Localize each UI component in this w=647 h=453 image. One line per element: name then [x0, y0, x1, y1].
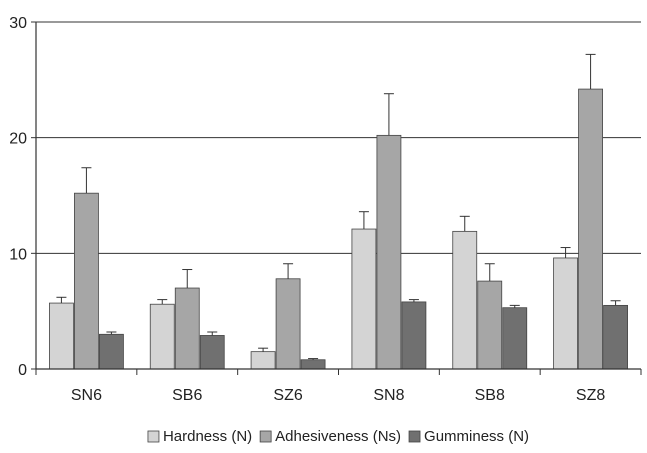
bar-sb8-2 [502, 307, 528, 370]
x-tick-label: SZ6 [273, 387, 302, 404]
legend-label: Hardness (N) [163, 428, 252, 445]
bar-sb8-0 [452, 230, 478, 370]
legend-swatch [259, 430, 272, 443]
y-tick-label: 10 [9, 246, 27, 263]
bar-sn6-1 [74, 192, 99, 370]
y-tick-label: 30 [9, 15, 27, 32]
bar-sb6-1 [174, 287, 200, 370]
x-tick-label: SN8 [373, 387, 404, 404]
bar-sn8-2 [401, 301, 427, 370]
bar-sn6-2 [99, 333, 124, 370]
bar-sb6-2 [199, 335, 225, 370]
x-tick-label: SB8 [475, 387, 505, 404]
legend-label: Gumminess (N) [424, 428, 529, 445]
bar-sb6-0 [149, 303, 175, 370]
error-bars [56, 53, 621, 360]
legend-label: Adhesiveness (Ns) [275, 428, 401, 445]
x-tick-label: SB6 [172, 387, 202, 404]
bar-sn8-1 [376, 134, 402, 370]
bar-sz6-1 [275, 278, 301, 370]
tick-labels: 0 10 20 30 SN6 SB6 SZ6 SN8 SB8 SZ8 [9, 15, 605, 404]
legend-swatch [147, 430, 160, 443]
legend-swatch [408, 430, 421, 443]
y-tick-label: 0 [18, 362, 27, 379]
x-tick-label: SZ8 [576, 387, 605, 404]
bar-sz8-2 [603, 304, 628, 370]
gridlines [36, 21, 641, 254]
bars [49, 88, 628, 370]
bar-sz8-0 [553, 257, 578, 370]
bar-sn8-0 [351, 228, 377, 370]
bar-sz6-2 [300, 359, 326, 370]
bar-sn6-0 [49, 302, 74, 370]
bar-sz8-1 [578, 88, 603, 370]
bar-sz6-0 [250, 351, 276, 370]
legend: Hardness (N) Adhesiveness (Ns) Gumminess (… [147, 428, 529, 445]
x-tick-label: SN6 [71, 387, 102, 404]
axes [31, 21, 642, 375]
bar-sb8-1 [477, 280, 503, 370]
y-tick-label: 20 [9, 131, 27, 148]
